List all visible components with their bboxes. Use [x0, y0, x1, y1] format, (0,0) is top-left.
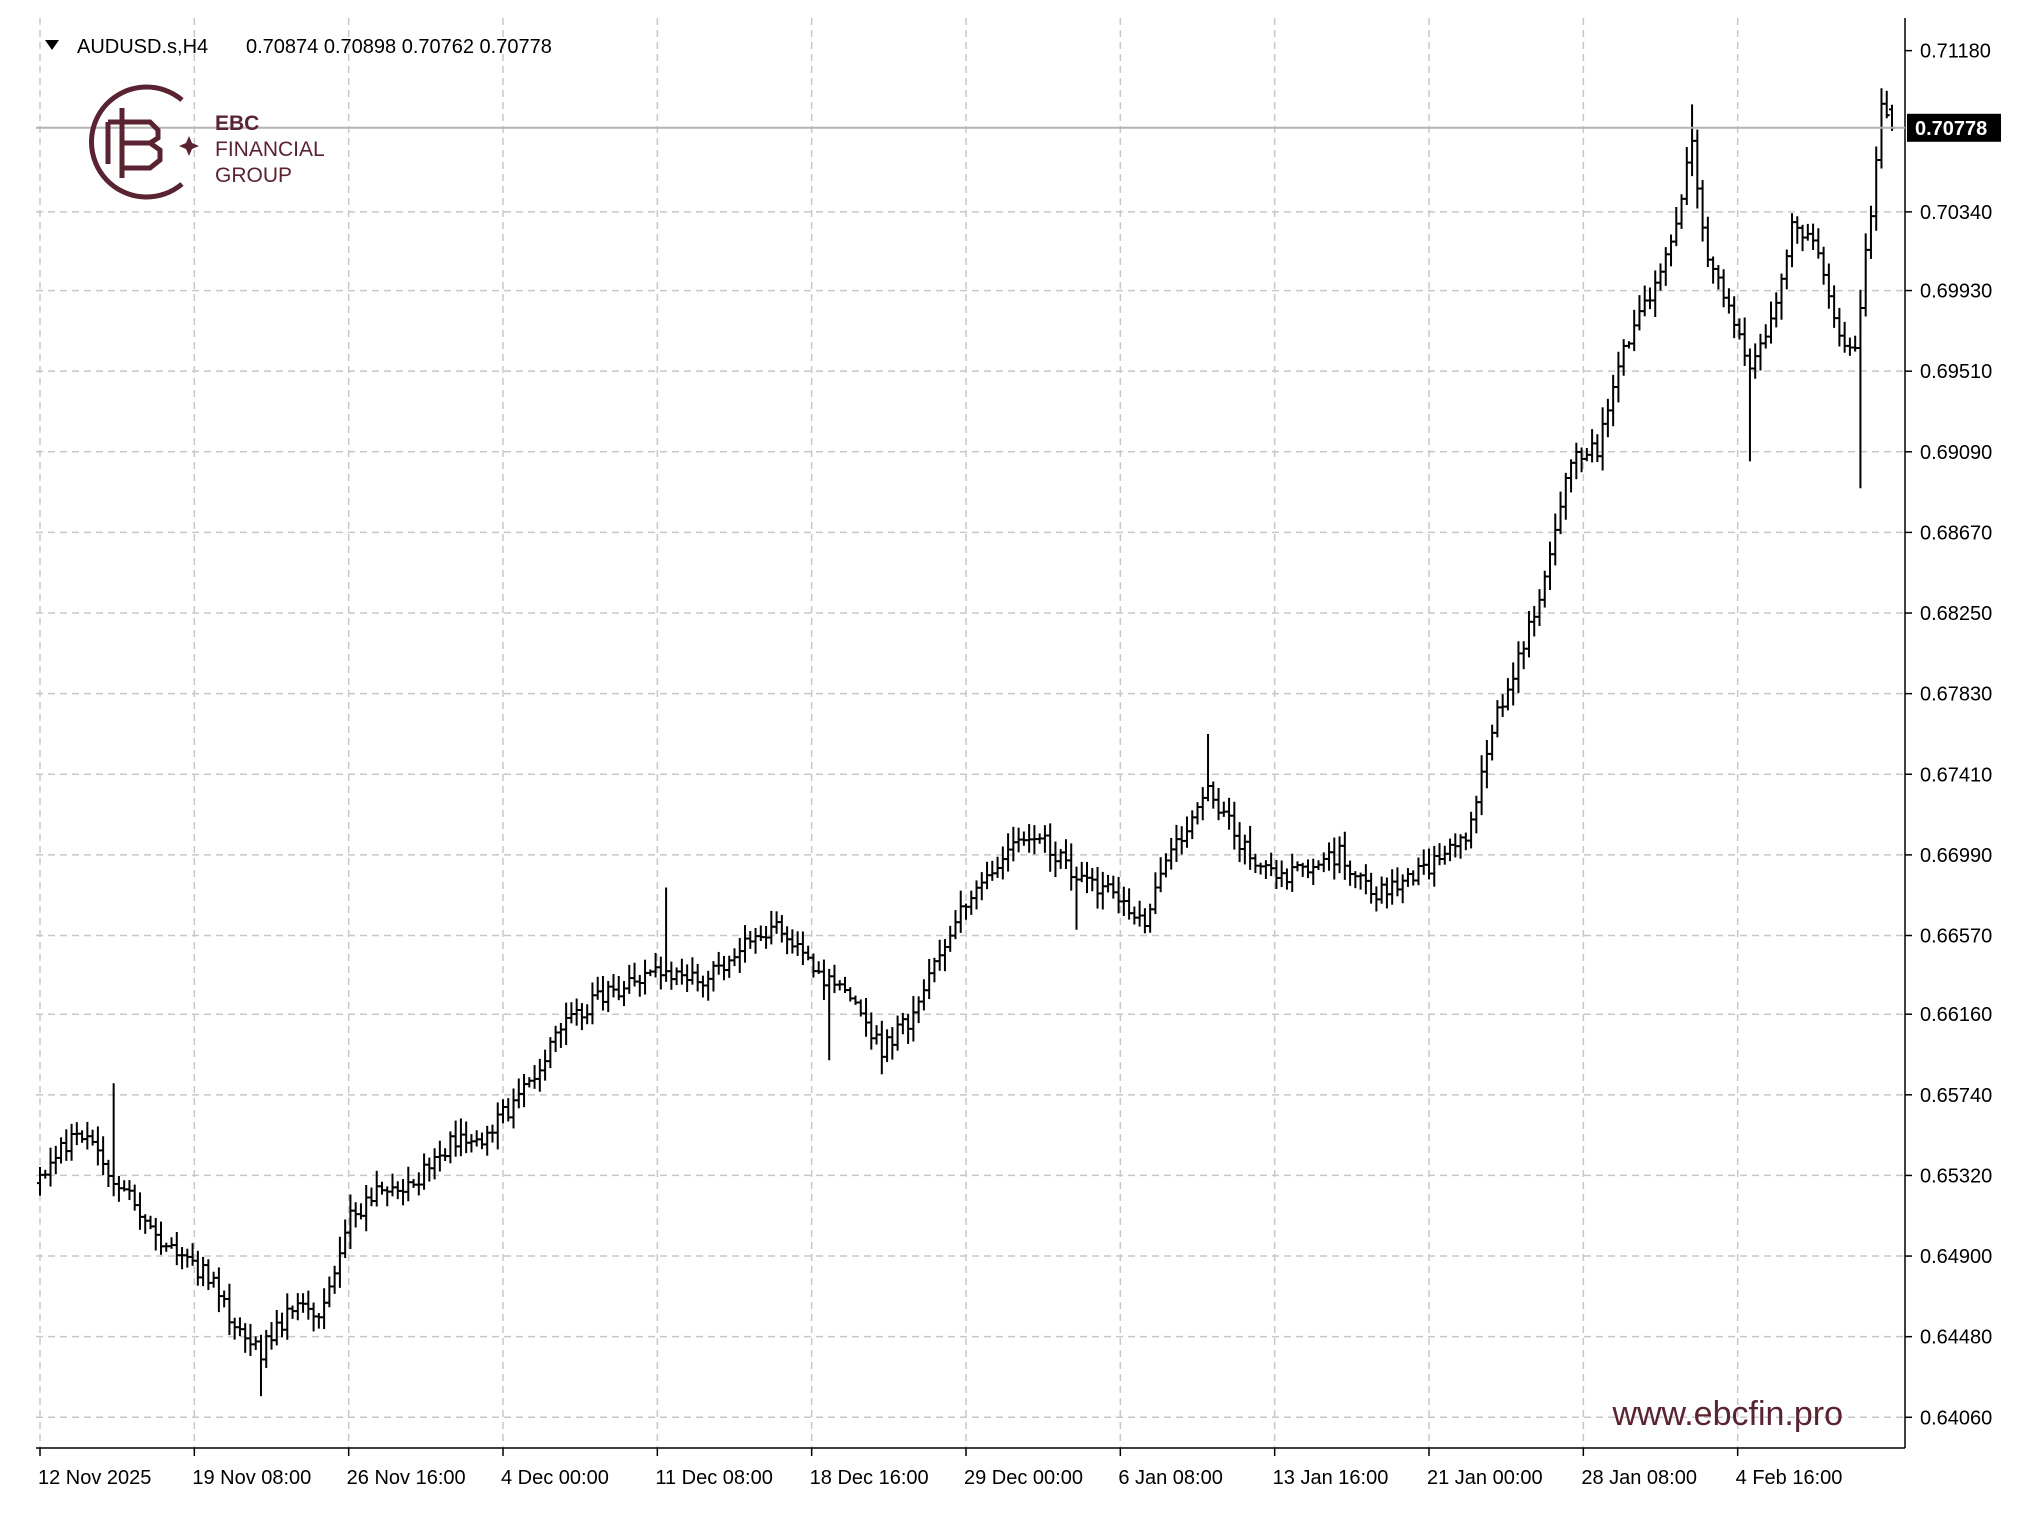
x-tick-label: 19 Nov 08:00: [192, 1467, 311, 1489]
y-tick-label: 0.64900: [1920, 1246, 1992, 1268]
y-tick-label: 0.67410: [1920, 764, 1992, 786]
axes: [36, 18, 1906, 1449]
y-tick-label: 0.70340: [1920, 202, 1992, 224]
x-tick-label: 28 Jan 08:00: [1581, 1467, 1697, 1489]
ebc-monogram-icon: [89, 84, 184, 200]
price-bars: [37, 88, 1895, 1397]
y-tick-label: 0.69510: [1920, 361, 1992, 383]
y-tick-label: 0.65320: [1920, 1165, 1992, 1187]
triangle-down-icon[interactable]: [45, 40, 59, 50]
time-axis-ticks: 12 Nov 2025 19 Nov 08:00 26 Nov 16:00 4 Dec…: [38, 1448, 1842, 1489]
y-tick-label: 0.68250: [1920, 603, 1992, 625]
y-tick-label: 0.67830: [1920, 684, 1992, 706]
logo-line-3: GROUP: [215, 164, 292, 187]
symbol-label: AUDUSD.s,H4: [77, 36, 208, 58]
y-tick-label: 0.71180: [1920, 41, 1991, 63]
x-tick-label: 29 Dec 00:00: [964, 1467, 1083, 1489]
watermark-url: www.ebcfin.pro: [1611, 1395, 1843, 1433]
y-tick-label: 0.69090: [1920, 442, 1992, 464]
y-tick-label: 0.64480: [1920, 1327, 1992, 1349]
ohlc-bar: [1883, 90, 1890, 119]
y-tick-label: 0.68670: [1920, 522, 1992, 544]
y-tick-label: 0.66990: [1920, 845, 1992, 867]
y-tick-label: 0.66570: [1920, 926, 1992, 948]
current-price-box: [1907, 113, 2001, 142]
x-tick-label: 4 Dec 00:00: [501, 1467, 609, 1489]
y-tick-label: 0.64060: [1920, 1407, 1992, 1429]
current-price-label: 0.70778: [1915, 118, 1987, 140]
price-axis-ticks: 0.71180 0.70340 0.69930 0.69510 0.69090 0.686…: [1905, 41, 1992, 1429]
y-tick-label: 0.66160: [1920, 1004, 1992, 1026]
x-tick-label: 13 Jan 16:00: [1273, 1467, 1389, 1489]
y-tick-label: 0.65740: [1920, 1085, 1992, 1107]
logo-line-1: EBC: [215, 112, 259, 135]
ohlc-values-label: 0.70874 0.70898 0.70762 0.70778: [246, 36, 552, 58]
x-tick-label: 11 Dec 08:00: [655, 1467, 773, 1489]
x-tick-label: 18 Dec 16:00: [810, 1467, 929, 1489]
x-tick-label: 26 Nov 16:00: [347, 1467, 466, 1489]
x-tick-label: 6 Jan 08:00: [1118, 1467, 1223, 1489]
x-tick-label: 4 Feb 16:00: [1736, 1467, 1843, 1489]
grid: [36, 18, 1905, 1448]
y-tick-label: 0.69930: [1920, 281, 1992, 303]
current-price-marker: 0.70778: [36, 113, 2001, 142]
logo-line-2: FINANCIAL: [215, 138, 325, 161]
x-tick-label: 12 Nov 2025: [38, 1467, 151, 1489]
sparkle-icon: [179, 136, 199, 156]
x-tick-label: 21 Jan 00:00: [1427, 1467, 1543, 1489]
